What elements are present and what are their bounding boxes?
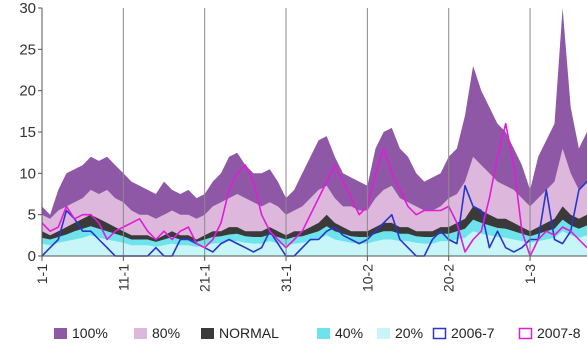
legend-swatch-20 [377, 328, 390, 339]
y-tick-label-30: 30 [19, 0, 36, 17]
x-tick-label-31-1: 31-1 [278, 264, 294, 292]
series-layer [41, 8, 587, 257]
legend-label-normal: NORMAL [219, 325, 279, 341]
y-tick-label-25: 25 [19, 41, 36, 58]
grid-layer [122, 8, 531, 256]
legend-swatch-2007-8 [518, 327, 533, 340]
y-tick-label-20: 20 [19, 83, 36, 100]
x-tick-label-21-1: 21-1 [197, 264, 213, 292]
legend-swatch-100 [54, 328, 67, 339]
y-tick-label-15: 15 [19, 124, 36, 141]
x-tick-label-1-1: 1-1 [34, 264, 50, 284]
legend-label-2007-8: 2007-8 [537, 325, 581, 341]
x-tick-label-11-1: 11-1 [115, 264, 131, 291]
x-tick-label-20-2: 20-2 [441, 264, 457, 292]
legend-label-100: 100% [72, 325, 108, 341]
series-area-20 [42, 231, 587, 256]
legend-label-80: 80% [152, 325, 180, 341]
legend-label-20: 20% [395, 325, 423, 341]
x-tick-label-10-2: 10-2 [359, 264, 375, 292]
series-area-100 [42, 8, 587, 256]
legend-swatch-2006-7 [432, 327, 447, 340]
axis-layer: 0 5 10 15 20 25 30 1-1 11-1 21-1 31-1 10-2 20-2 1-3 [19, 0, 587, 292]
legend: 100% 80% NORMAL 40% 20% 2006-7 2007-8 [54, 325, 581, 341]
y-tick-label-5: 5 [28, 207, 36, 224]
legend-swatch-normal [201, 328, 214, 339]
legend-swatch-80 [134, 328, 147, 339]
y-tick-label-10: 10 [19, 165, 36, 182]
legend-label-40: 40% [335, 325, 363, 341]
y-tick-label-0: 0 [28, 248, 36, 265]
series-line-2007-8 [41, 122, 587, 257]
legend-swatch-40 [317, 328, 330, 339]
legend-label-2006-7: 2006-7 [451, 325, 495, 341]
x-tick-label-1-3: 1-3 [522, 264, 538, 284]
